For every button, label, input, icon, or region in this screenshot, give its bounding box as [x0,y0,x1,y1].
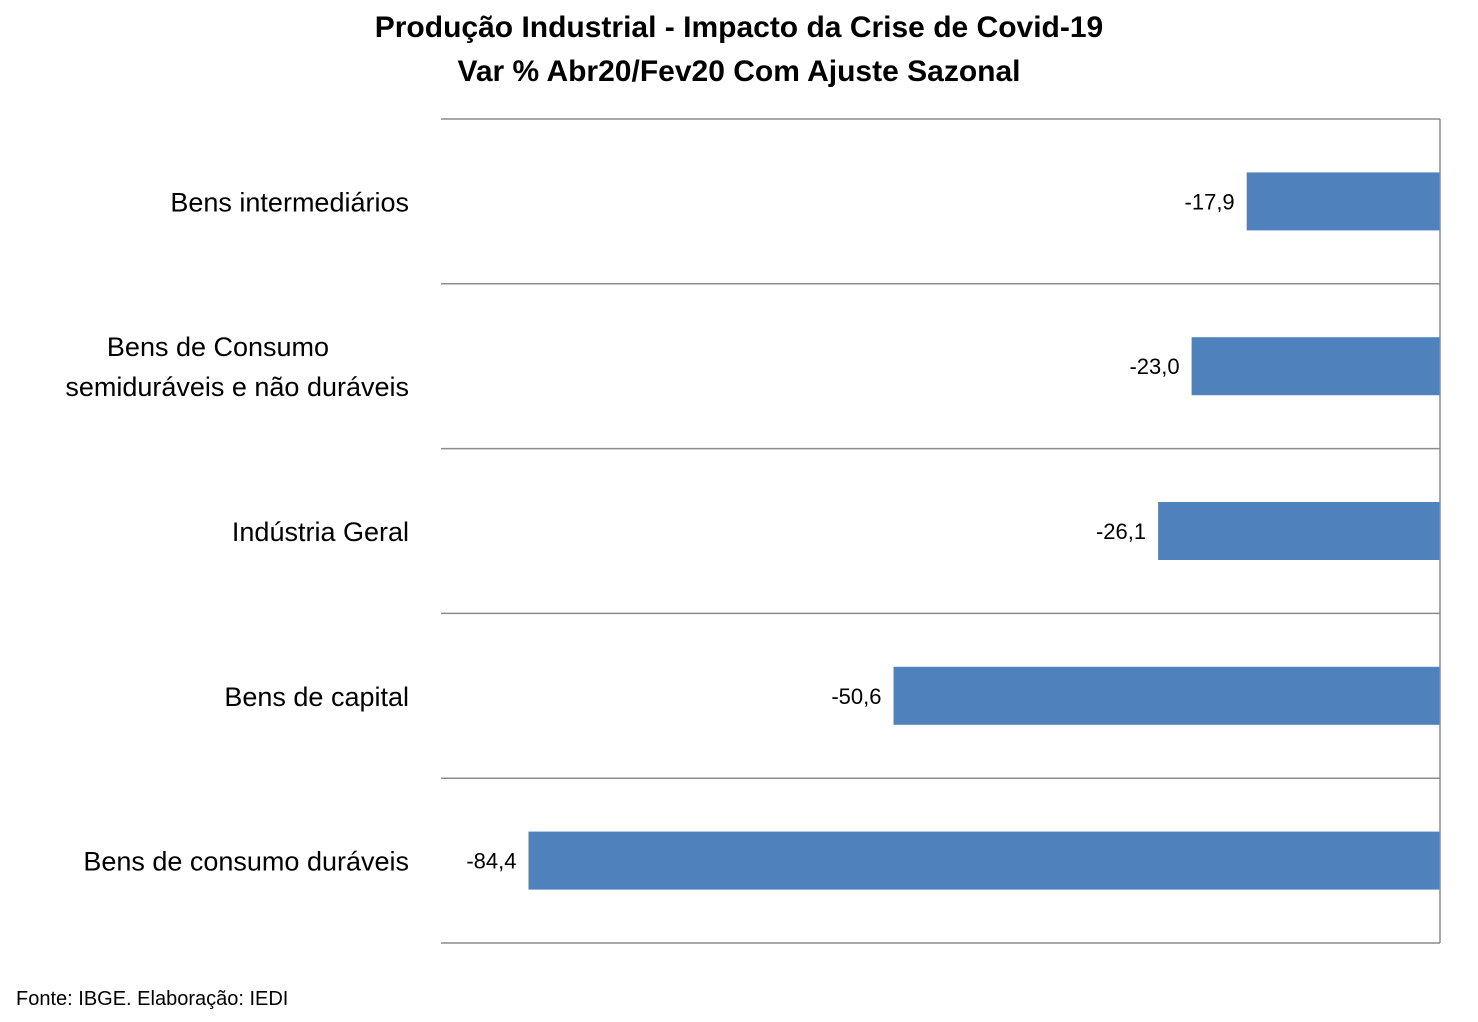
chart-title: Produção Industrial - Impacto da Crise d… [374,11,1104,44]
bar [1246,172,1440,231]
data-label: -23,0 [1129,354,1179,379]
category-label: Bens de consumo duráveis [83,847,409,877]
category-label-line: semiduráveis e não duráveis [65,372,409,402]
source-note: Fonte: IBGE. Elaboração: IEDI [16,988,289,1010]
category-label-line: Bens de capital [224,682,409,712]
bar [528,831,1440,890]
category-label-line: Bens de Consumo [107,332,329,362]
category-label-line: Indústria Geral [232,517,409,547]
data-label: -17,9 [1185,189,1235,214]
bar [893,666,1440,725]
data-label: -50,6 [831,684,881,709]
category-label: Indústria Geral [232,517,409,547]
data-label: -26,1 [1096,519,1146,544]
data-label: -84,4 [466,849,516,874]
bar [1158,502,1440,560]
chart-subtitle: Var % Abr20/Fev20 Com Ajuste Sazonal [457,55,1021,88]
category-label: Bens intermediários [170,187,409,217]
bar [1191,337,1440,396]
category-label: Bens de capital [224,682,409,712]
gridlines [441,118,1440,944]
category-label-line: Bens de consumo duráveis [83,847,409,877]
bars [528,172,1440,890]
data-labels: -17,9 -23,0 -26,1 -50,6 -84,4 [466,189,1234,873]
category-label: Bens de Consumo semiduráveis e não duráve… [65,332,409,402]
category-label-line: Bens intermediários [170,187,409,217]
category-labels: Bens intermediários Bens de Consumo semidu… [65,187,409,876]
